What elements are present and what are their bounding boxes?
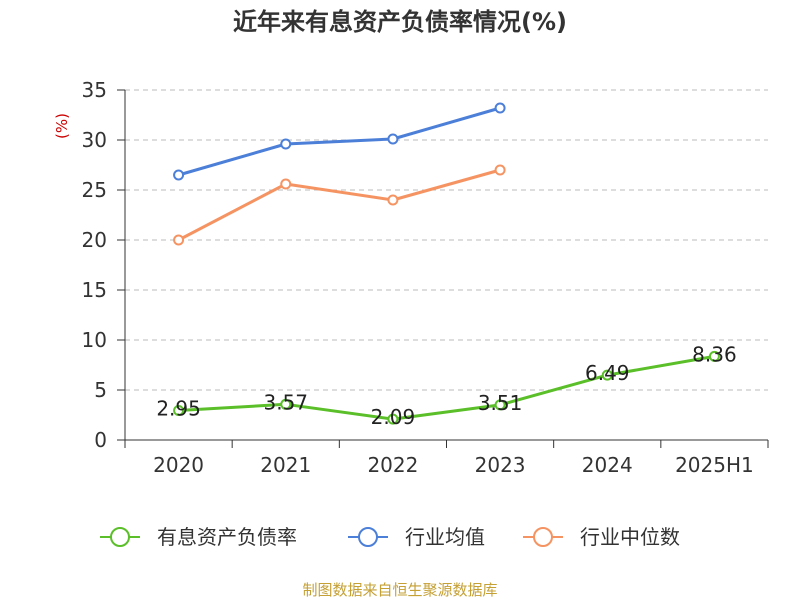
x-tick-label: 2024 bbox=[582, 453, 633, 477]
legend-label: 行业中位数 bbox=[580, 525, 680, 549]
data-point-industry-median bbox=[387, 194, 399, 206]
data-label-interest-bearing-debt-ratio: 6.49 bbox=[585, 361, 630, 385]
data-point-industry-mean bbox=[387, 133, 399, 145]
y-tick-label: 25 bbox=[82, 178, 107, 202]
series-line-industry-median bbox=[177, 168, 501, 242]
legend: 有息资产负债率 行业均值 行业中位数 bbox=[100, 525, 680, 549]
legend-circle-icon bbox=[358, 527, 378, 547]
legend-circle-icon bbox=[533, 527, 553, 547]
series-line-interest-bearing-debt-ratio bbox=[178, 354, 715, 421]
x-tick-label: 2020 bbox=[153, 453, 204, 477]
data-point-industry-mean bbox=[280, 138, 292, 150]
data-label-interest-bearing-debt-ratio: 2.95 bbox=[156, 397, 201, 421]
x-axis: 2020 2021 2022 2023 2024 2025H1 bbox=[124, 439, 769, 477]
legend-item-interest-bearing-debt-ratio: 有息资产负债率 bbox=[100, 525, 297, 549]
y-axis: 0 5 10 15 20 25 30 35 bbox=[82, 78, 126, 452]
y-tick-label: 20 bbox=[82, 228, 107, 252]
series-layer bbox=[173, 102, 720, 425]
data-point-industry-mean bbox=[173, 169, 185, 181]
data-label-interest-bearing-debt-ratio: 3.57 bbox=[263, 390, 308, 414]
data-label-interest-bearing-debt-ratio: 8.36 bbox=[692, 342, 737, 366]
data-point-interest-bearing-debt-ratio bbox=[387, 413, 399, 425]
y-tick-label: 5 bbox=[94, 378, 107, 402]
legend-label: 有息资产负债率 bbox=[157, 525, 297, 549]
data-point-interest-bearing-debt-ratio bbox=[708, 350, 720, 362]
series-line-industry-mean bbox=[178, 106, 501, 177]
chart-title: 近年来有息资产负债率情况(%) bbox=[233, 8, 567, 36]
x-tick-label: 2022 bbox=[367, 453, 418, 477]
y-tick-label: 10 bbox=[82, 328, 107, 352]
legend-item-industry-mean: 行业均值 bbox=[348, 525, 485, 549]
data-point-industry-median bbox=[280, 178, 292, 190]
data-label-interest-bearing-debt-ratio: 3.51 bbox=[478, 391, 523, 415]
legend-label: 行业均值 bbox=[405, 525, 485, 549]
x-tick-label: 2021 bbox=[260, 453, 311, 477]
y-tick-label: 30 bbox=[82, 128, 107, 152]
source-note: 制图数据来自恒生聚源数据库 bbox=[302, 581, 497, 599]
x-tick-label: 2023 bbox=[475, 453, 526, 477]
data-point-interest-bearing-debt-ratio bbox=[173, 405, 185, 416]
y-tick-label: 15 bbox=[82, 278, 107, 302]
data-point-industry-median bbox=[173, 234, 185, 246]
data-labels: 2.95 3.57 2.09 3.51 6.49 8.36 bbox=[156, 342, 736, 429]
data-point-interest-bearing-debt-ratio bbox=[494, 399, 506, 411]
y-tick-label: 0 bbox=[94, 428, 107, 452]
data-point-interest-bearing-debt-ratio bbox=[601, 369, 613, 381]
y-tick-label: 35 bbox=[82, 78, 107, 102]
data-point-industry-mean bbox=[494, 102, 506, 114]
x-tick-label: 2025H1 bbox=[675, 453, 754, 477]
data-point-interest-bearing-debt-ratio bbox=[280, 398, 292, 410]
data-label-interest-bearing-debt-ratio: 2.09 bbox=[371, 405, 416, 429]
legend-item-industry-median: 行业中位数 bbox=[523, 525, 680, 549]
legend-circle-icon bbox=[110, 527, 130, 547]
data-point-industry-median bbox=[494, 164, 506, 176]
y-axis-label: (%) bbox=[53, 113, 71, 139]
grid-lines bbox=[125, 89, 768, 391]
